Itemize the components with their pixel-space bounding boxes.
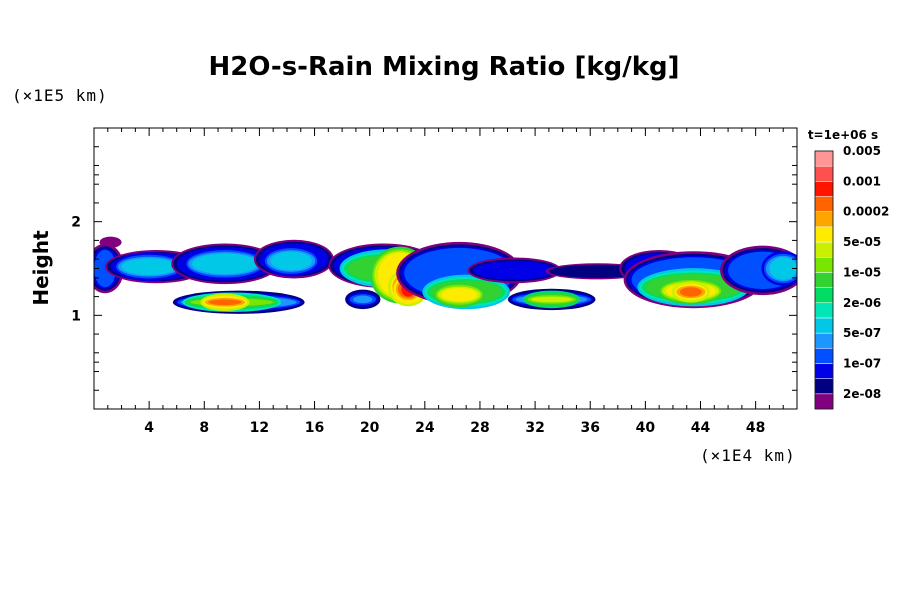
x-tick-label: 32 xyxy=(525,420,544,436)
colorbar-swatch xyxy=(814,256,834,273)
x-tick-label: 20 xyxy=(360,420,380,436)
colorbar-swatch xyxy=(814,348,834,364)
colorbar-swatch xyxy=(814,165,834,182)
y-axis-label: Height xyxy=(29,230,53,306)
x-tick-label: 48 xyxy=(746,420,765,436)
colorbar: 2e-08 1e-07 5e-07 2e-06 1e-05 5e-05 0.0002 0.00… xyxy=(814,144,889,410)
colorbar-label: 1e-05 xyxy=(843,265,881,279)
rain-contour xyxy=(441,288,478,302)
colorbar-swatch xyxy=(814,196,834,212)
time-label: t=1e+06 s xyxy=(808,128,878,142)
colorbar-frame xyxy=(814,150,834,410)
x-tick-label: 12 xyxy=(250,420,269,436)
x-tick-label: 8 xyxy=(199,420,209,436)
colorbar-swatch xyxy=(814,211,834,228)
colorbar-label: 2e-08 xyxy=(843,387,881,401)
x-tick-label: 40 xyxy=(636,420,656,436)
rain-contour xyxy=(530,296,573,303)
colorbar-swatch xyxy=(814,363,834,379)
colorbar-swatch xyxy=(814,393,834,410)
x-tick-label: 44 xyxy=(691,420,711,436)
colorbar-swatch xyxy=(814,181,834,197)
chart-title: H2O-s-Rain Mixing Ratio [kg/kg] xyxy=(208,52,679,82)
y-tick-label: 2 xyxy=(71,215,81,231)
rain-contour xyxy=(121,258,177,276)
rain-field xyxy=(94,236,797,314)
colorbar-swatch xyxy=(814,287,834,304)
colorbar-swatch xyxy=(814,150,834,167)
colorbar-label: 0.0002 xyxy=(843,205,889,219)
colorbar-swatch xyxy=(814,272,834,288)
colorbar-swatch xyxy=(814,226,834,243)
colorbar-swatch xyxy=(814,241,834,258)
colorbar-swatch xyxy=(814,317,834,334)
colorbar-swatch xyxy=(814,378,834,395)
colorbar-label: 5e-07 xyxy=(843,326,881,340)
rain-contour xyxy=(473,261,556,280)
x-tick-label: 36 xyxy=(580,420,599,436)
x-tick-label: 4 xyxy=(144,420,154,436)
y-tick-label: 1 xyxy=(71,308,81,324)
colorbar-label: 1e-07 xyxy=(843,356,881,370)
rain-contour xyxy=(191,253,259,275)
plot-area xyxy=(94,236,797,314)
rain-contour xyxy=(353,295,373,304)
colorbar-label: 5e-05 xyxy=(843,235,881,249)
x-unit-label: (×1E4 km) xyxy=(700,446,796,465)
colorbar-swatch xyxy=(814,302,834,319)
rain-contour xyxy=(208,299,242,306)
colorbar-swatch xyxy=(814,332,834,349)
y-unit-label: (×1E5 km) xyxy=(12,86,108,105)
x-tick-label: 16 xyxy=(305,420,324,436)
rain-contour xyxy=(679,287,702,297)
rain-contour xyxy=(270,251,312,271)
colorbar-label: 0.001 xyxy=(843,174,881,188)
colorbar-label: 0.005 xyxy=(843,144,881,158)
x-tick-label: 24 xyxy=(415,420,435,436)
colorbar-label: 2e-06 xyxy=(843,296,881,310)
x-tick-label: 28 xyxy=(470,420,489,436)
rain-contour xyxy=(769,257,797,280)
